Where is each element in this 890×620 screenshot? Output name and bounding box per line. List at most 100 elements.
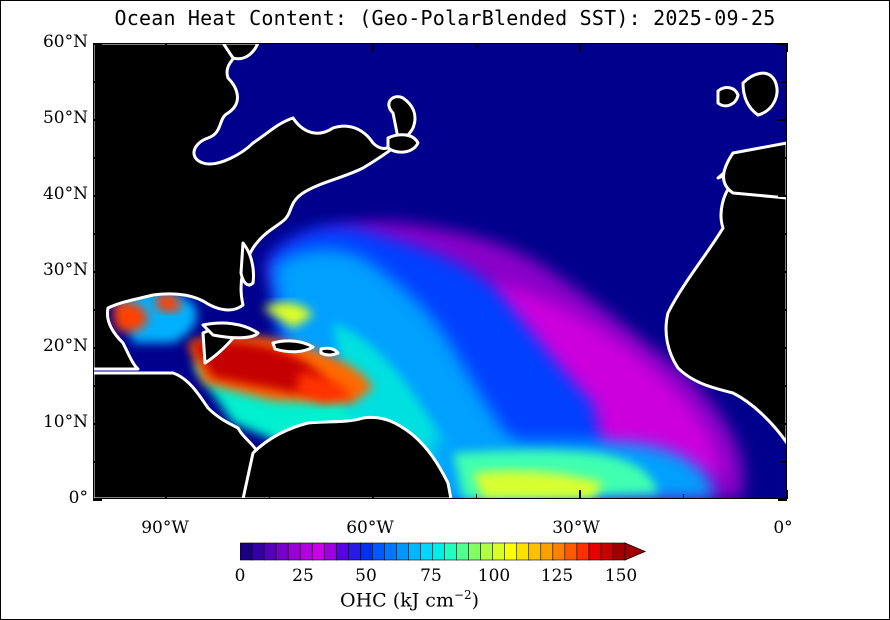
axis-tick	[93, 499, 102, 501]
axis-tick	[778, 423, 787, 425]
axis-tick	[372, 490, 374, 499]
axis-tick	[93, 157, 98, 159]
colorbar-swatch	[251, 542, 265, 561]
colorbar-tick-150: 150	[604, 566, 638, 586]
axis-tick	[372, 43, 374, 52]
colorbar-unit-label: OHC (kJ cm−2)	[340, 588, 479, 611]
axis-tick	[778, 195, 787, 197]
colorbar-swatch	[444, 542, 458, 561]
axis-tick	[475, 43, 477, 48]
land	[93, 43, 787, 499]
axis-tick	[682, 43, 684, 48]
lat-label-0: 0°	[68, 488, 88, 508]
colorbar-swatch	[504, 542, 518, 561]
axis-tick	[268, 43, 270, 48]
axis-tick	[778, 347, 787, 349]
axis-tick	[268, 494, 270, 499]
colorbar	[239, 542, 650, 566]
axis-tick	[778, 43, 787, 45]
colorbar-swatch	[347, 542, 362, 561]
axis-tick	[93, 309, 98, 311]
axis-tick	[93, 233, 98, 235]
colorbar-swatch	[396, 542, 410, 561]
colorbar-swatch	[528, 542, 542, 561]
colorbar-swatches	[239, 542, 647, 561]
axis-tick	[93, 385, 98, 387]
colorbar-swatch	[576, 542, 590, 561]
colorbar-tick-50: 50	[355, 566, 377, 586]
colorbar-swatch	[299, 542, 313, 561]
colorbar-swatch	[323, 542, 338, 561]
unit-close: )	[471, 589, 480, 612]
colorbar-swatch	[516, 542, 530, 561]
colorbar-swatch	[588, 542, 602, 561]
colorbar-swatch	[287, 542, 301, 561]
axis-tick	[165, 490, 167, 499]
colorbar-swatch	[432, 542, 446, 561]
colorbar-swatch	[480, 542, 494, 561]
map-plot-area	[93, 43, 787, 499]
map-frame	[93, 43, 787, 499]
colorbar-swatch	[492, 542, 506, 561]
colorbar-swatch	[600, 542, 614, 561]
colorbar-swatch	[564, 542, 578, 561]
lat-label-30n: 30°N	[42, 260, 88, 280]
axis-tick	[782, 157, 787, 159]
axis-tick	[782, 385, 787, 387]
lon-label-0: 0°	[773, 518, 793, 538]
axis-tick	[786, 490, 788, 499]
axis-tick	[778, 119, 787, 121]
lat-label-20n: 20°N	[42, 336, 88, 356]
colorbar-tick-75: 75	[420, 566, 442, 586]
unit-text: OHC (kJ cm	[340, 589, 454, 612]
colorbar-swatch	[335, 542, 350, 561]
colorbar-overflow-arrow	[624, 542, 647, 561]
colorbar-tick-25: 25	[292, 566, 314, 586]
colorbar-swatch	[456, 542, 470, 561]
lon-label-30w: 30°W	[552, 518, 600, 538]
axis-tick	[93, 81, 98, 83]
axis-tick	[93, 423, 102, 425]
lon-label-60w: 60°W	[346, 518, 394, 538]
axis-tick	[93, 43, 102, 45]
colorbar-swatch	[540, 542, 554, 561]
axis-tick	[93, 347, 102, 349]
colorbar-swatch	[384, 542, 398, 561]
axis-tick	[782, 309, 787, 311]
axis-tick	[782, 461, 787, 463]
colorbar-swatch	[612, 542, 626, 561]
axis-tick	[579, 43, 581, 52]
colorbar-swatch	[263, 542, 277, 561]
colorbar-swatch	[275, 542, 289, 561]
colorbar-tick-0: 0	[234, 566, 246, 586]
lon-label-90w: 90°W	[141, 518, 189, 538]
ohc-map	[93, 43, 787, 499]
axis-tick	[778, 499, 787, 501]
colorbar-swatch	[420, 542, 434, 561]
axis-tick	[782, 81, 787, 83]
colorbar-swatch	[468, 542, 482, 561]
colorbar-swatch	[408, 542, 422, 561]
colorbar-swatch	[360, 542, 374, 561]
axis-tick	[93, 119, 102, 121]
lat-label-60n: 60°N	[42, 32, 88, 52]
axis-tick	[782, 233, 787, 235]
axis-tick	[778, 271, 787, 273]
colorbar-swatch	[372, 542, 386, 561]
colorbar-tick-125: 125	[540, 566, 574, 586]
axis-tick	[93, 271, 102, 273]
map-title: Ocean Heat Content: (Geo-PolarBlended SS…	[114, 6, 776, 30]
axis-tick	[165, 43, 167, 52]
axis-tick	[93, 195, 102, 197]
lat-label-50n: 50°N	[42, 108, 88, 128]
axis-tick	[93, 461, 98, 463]
colorbar-swatch	[311, 542, 326, 561]
unit-exponent: −2	[453, 588, 472, 602]
lat-label-40n: 40°N	[42, 184, 88, 204]
axis-tick	[579, 490, 581, 499]
colorbar-tick-100: 100	[477, 566, 511, 586]
lat-label-10n: 10°N	[42, 412, 88, 432]
axis-tick	[786, 43, 788, 52]
colorbar-swatch	[239, 542, 253, 561]
axis-tick	[475, 494, 477, 499]
